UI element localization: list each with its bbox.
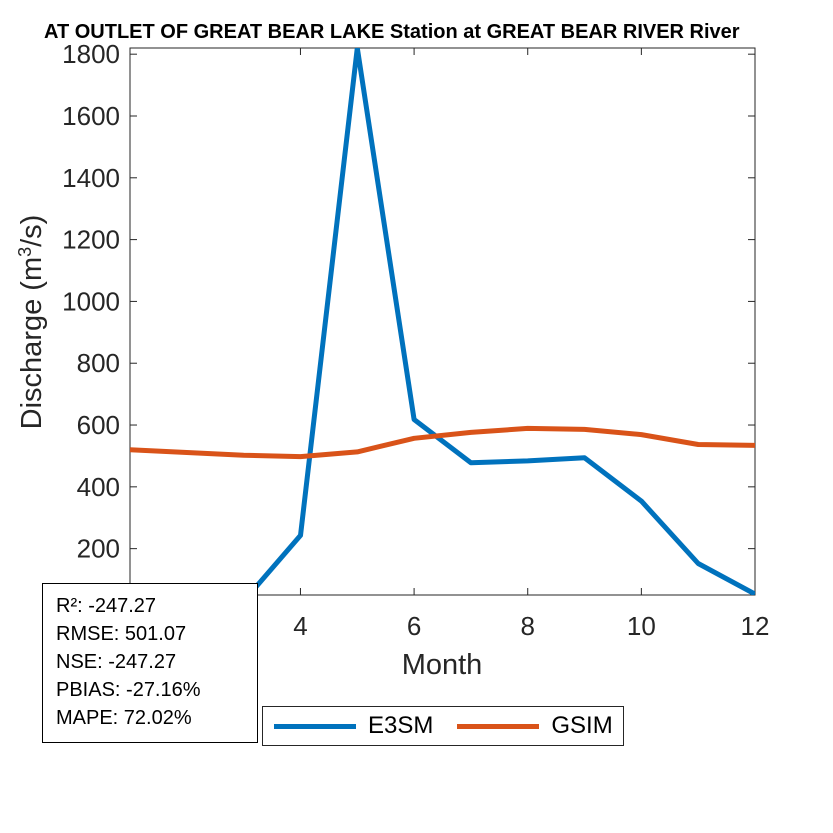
legend-label-gsim: GSIM [551, 712, 613, 739]
series-line-e3sm [245, 48, 755, 595]
series-group [130, 48, 755, 595]
nse-text: NSE: -247.27 [56, 651, 177, 673]
y-tick-label: 800 [77, 348, 120, 378]
axis-ticks: 200 400 600 800 1000 1200 1400 1600 1800 4 6 8 10 12 [62, 39, 769, 641]
x-axis-label: Month [402, 649, 483, 681]
y-tick-label: 1000 [62, 286, 120, 316]
legend-item-gsim: GSIM [457, 712, 613, 740]
x-tick-label: 4 [293, 611, 307, 641]
y-tick-label: 1200 [62, 225, 120, 255]
mape-text: MAPE: 72.02% [56, 707, 192, 729]
x-tick-label: 8 [520, 611, 534, 641]
legend-swatch-e3sm [274, 723, 356, 729]
y-tick-label: 1400 [62, 163, 120, 193]
x-tick-label: 12 [741, 611, 770, 641]
legend-swatch-gsim [457, 723, 540, 729]
x-tick-label: 10 [627, 611, 656, 641]
legend-label-e3sm: E3SM [368, 712, 434, 739]
r2-text: R²: -247.27 [56, 595, 157, 617]
rmse-text: RMSE: 501.07 [56, 623, 187, 645]
y-tick-label: 1800 [62, 39, 120, 69]
legend: E3SM GSIM [262, 706, 624, 746]
y-tick-label: 400 [77, 472, 120, 502]
metrics-box: R²: -247.27 RMSE: 501.07 NSE: -247.27 PB… [42, 583, 258, 743]
y-tick-label: 1600 [62, 101, 120, 131]
legend-item-e3sm: E3SM [274, 712, 433, 740]
pbias-text: PBIAS: -27.16% [56, 679, 201, 701]
y-tick-label: 600 [77, 410, 120, 440]
chart-title: AT OUTLET OF GREAT BEAR LAKE Station at … [44, 21, 740, 43]
series-line-gsim [130, 425, 755, 460]
x-tick-label: 6 [407, 611, 421, 641]
plot-area [129, 47, 756, 596]
y-tick-label: 200 [77, 534, 120, 564]
y-axis-label: Discharge (m3/s) [15, 215, 48, 430]
